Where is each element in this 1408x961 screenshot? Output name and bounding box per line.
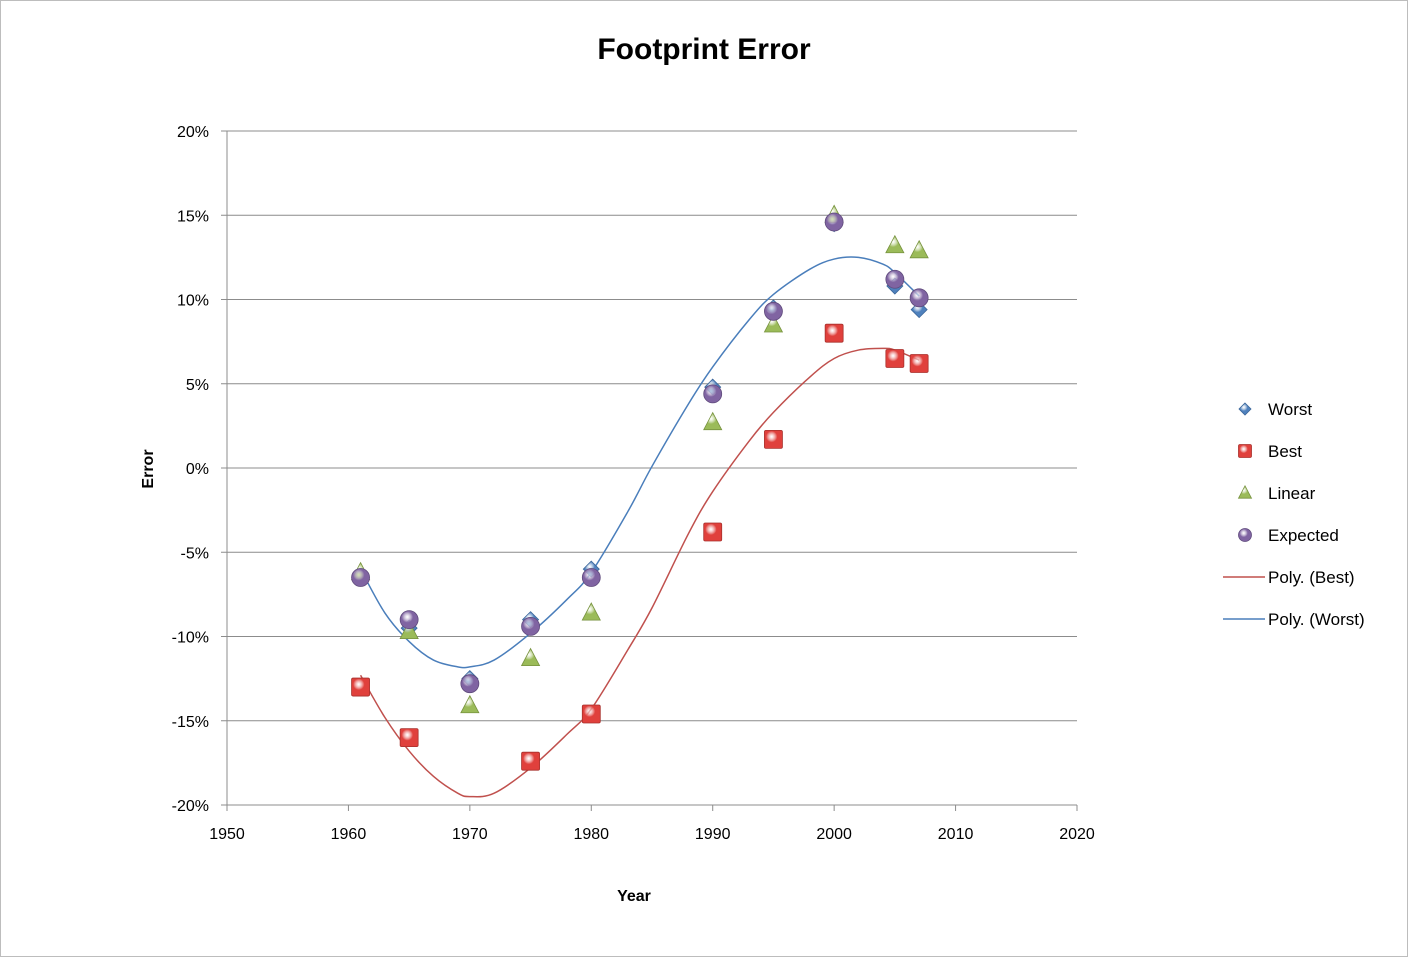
x-tick-label: 1980 xyxy=(573,826,609,843)
marker-linear xyxy=(909,239,929,259)
marker-linear xyxy=(885,234,905,254)
marker-linear xyxy=(763,314,784,333)
marker-best xyxy=(521,751,540,771)
marker-linear xyxy=(399,620,419,640)
axes xyxy=(221,130,1078,811)
marker-expected xyxy=(885,269,905,289)
x-tick-label: 1970 xyxy=(452,826,488,843)
chart-title: Footprint Error xyxy=(597,33,811,66)
marker-linear xyxy=(703,411,723,431)
marker-expected xyxy=(460,674,480,694)
y-tick-label: 0% xyxy=(186,461,209,478)
marker-best xyxy=(824,323,844,343)
x-tick-label: 1990 xyxy=(695,826,731,843)
y-axis-title: Error xyxy=(140,449,157,488)
legend-marker-expected xyxy=(1238,528,1252,542)
y-tick-label: -10% xyxy=(172,630,209,647)
marker-best xyxy=(885,349,905,368)
legend-label-worst: Worst xyxy=(1268,400,1312,419)
legend-label-trend-worst: Poly. (Worst) xyxy=(1268,610,1365,629)
marker-best xyxy=(703,522,723,542)
marker-best xyxy=(351,677,370,697)
y-tick-label: 5% xyxy=(186,377,209,394)
y-tick-label: 20% xyxy=(177,124,209,141)
y-tick-label: -5% xyxy=(181,545,209,562)
marker-best xyxy=(399,728,419,747)
marker-best xyxy=(581,704,601,724)
gridlines xyxy=(227,130,1077,806)
marker-linear xyxy=(581,602,601,621)
y-tick-label: 15% xyxy=(177,208,209,225)
y-tick-label: -20% xyxy=(172,798,209,815)
tick-labels: -20% -15% -10% -5% 0% 5% 10% 15% 20% 1950 1960 1970… xyxy=(172,124,1095,843)
trendlines xyxy=(359,256,920,798)
marker-expected xyxy=(909,288,929,308)
marker-expected xyxy=(703,384,723,404)
trendline-worst xyxy=(359,256,920,669)
marker-linear xyxy=(520,647,541,667)
trendline-best xyxy=(359,347,920,798)
x-tick-label: 2010 xyxy=(938,826,974,843)
legend-label-trend-best: Poly. (Best) xyxy=(1268,568,1355,587)
marker-expected xyxy=(824,212,844,232)
legend-label-linear: Linear xyxy=(1268,484,1316,503)
marker-expected xyxy=(399,610,419,630)
marker-expected xyxy=(351,568,370,587)
x-tick-label: 1960 xyxy=(331,826,367,843)
marker-expected xyxy=(521,616,540,636)
legend-marker-best xyxy=(1238,444,1252,458)
marker-best xyxy=(764,429,783,449)
legend-label-best: Best xyxy=(1268,442,1302,461)
x-axis-title: Year xyxy=(617,888,651,905)
legend: Worst Best Linear Expected Poly. (Best) Poly.… xyxy=(1223,400,1365,629)
legend-marker-linear xyxy=(1237,484,1253,499)
x-tick-label: 2000 xyxy=(816,826,852,843)
y-tick-label: 10% xyxy=(177,293,209,310)
marker-expected xyxy=(764,301,783,321)
x-tick-label: 2020 xyxy=(1059,826,1095,843)
y-tick-label: -15% xyxy=(172,714,209,731)
data-markers xyxy=(350,204,929,771)
x-tick-label: 1950 xyxy=(209,826,245,843)
legend-marker-worst xyxy=(1238,402,1252,416)
marker-best xyxy=(909,354,929,373)
marker-linear xyxy=(460,694,480,714)
marker-expected xyxy=(581,568,601,587)
legend-label-expected: Expected xyxy=(1268,526,1339,545)
